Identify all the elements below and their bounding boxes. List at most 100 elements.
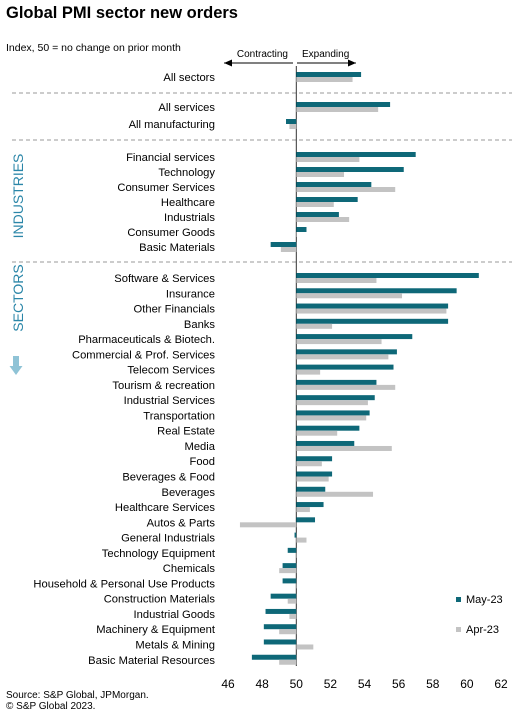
sectors-label: SECTORS: [10, 264, 26, 331]
bar-may: [294, 532, 297, 538]
bar-apr: [296, 293, 403, 299]
category-label: Commercial & Prof. Services: [72, 349, 215, 361]
bar-may: [296, 471, 333, 477]
bar-row: [294, 532, 307, 543]
x-tick-label: 54: [358, 677, 372, 691]
chart-title: Global PMI sector new orders: [6, 4, 238, 22]
bar-apr: [296, 369, 321, 375]
bar-row: [296, 288, 457, 299]
bar-row: [296, 167, 404, 177]
x-tick-label: 60: [460, 677, 474, 691]
category-label: Banks: [184, 319, 215, 331]
bar-row: [296, 410, 370, 421]
bar-apr: [296, 278, 377, 283]
bar-may: [296, 318, 449, 324]
bar-may: [282, 563, 297, 569]
bar-apr: [239, 522, 297, 528]
bar-may: [296, 334, 413, 340]
bar-row: [296, 182, 396, 192]
x-tick-label: 58: [426, 677, 440, 691]
category-label: Real Estate: [157, 426, 215, 438]
bar-may: [296, 379, 377, 385]
x-tick-label: 48: [255, 677, 269, 691]
bar-apr: [296, 384, 396, 390]
bar-may: [296, 212, 339, 217]
bar-row: [239, 517, 316, 528]
bar-may: [296, 502, 324, 508]
bar-may: [263, 639, 297, 645]
group-labels: INDUSTRIES SECTORS: [9, 154, 26, 375]
bar-row: [296, 227, 307, 237]
bar-apr: [296, 107, 379, 112]
bar-may: [296, 440, 355, 446]
bar-apr: [296, 461, 322, 467]
category-label: Healthcare: [161, 197, 215, 209]
bar-row: [296, 212, 350, 222]
bar-apr: [296, 308, 447, 314]
bar-may: [296, 102, 391, 107]
bar-apr: [279, 659, 297, 665]
category-label: Food: [190, 456, 216, 468]
bar-apr: [289, 124, 297, 129]
bar-row: [296, 72, 362, 82]
category-label: Autos & Parts: [147, 517, 216, 529]
bar-apr: [279, 568, 297, 574]
bar-row: [296, 471, 333, 482]
x-tick-label: 52: [324, 677, 338, 691]
bar-apr: [296, 202, 334, 207]
category-label: Consumer Goods: [127, 227, 215, 239]
bar-row: [286, 119, 297, 129]
x-tick-labels: 46 48 50 52 54 56 58 60 62: [221, 677, 508, 691]
category-label: Chemicals: [163, 563, 216, 575]
bar-apr: [296, 172, 345, 177]
source-note: Source: S&P Global, JPMorgan.: [6, 690, 149, 701]
bar-may: [251, 654, 297, 660]
category-label: Transportation: [143, 410, 215, 422]
bar-group: [239, 72, 479, 665]
bar-row: [296, 349, 397, 360]
category-label: Technology: [158, 167, 215, 179]
bar-may: [296, 456, 333, 462]
category-label: General Industrials: [121, 533, 215, 545]
category-label: Construction Materials: [104, 594, 216, 606]
bar-apr: [287, 598, 297, 604]
legend-swatch-apr: [456, 627, 461, 632]
category-label: Insurance: [166, 288, 215, 300]
bar-may: [296, 349, 397, 355]
direction-indicator: Contracting Expanding: [224, 49, 356, 67]
contracting-label: Contracting: [237, 49, 288, 60]
industries-label: INDUSTRIES: [10, 154, 26, 239]
bar-apr: [296, 77, 353, 82]
legend: May-23 Apr-23: [456, 594, 503, 636]
bar-may: [296, 364, 394, 370]
bar-apr: [296, 445, 392, 451]
bar-apr: [296, 552, 297, 558]
bar-may: [286, 119, 297, 124]
category-label: All manufacturing: [129, 119, 215, 131]
expanding-arrow-head: [348, 59, 356, 67]
bar-may: [263, 624, 297, 630]
bar-row: [263, 639, 314, 650]
x-tick-label: 46: [221, 677, 235, 691]
contracting-arrow-head: [224, 59, 232, 67]
bar-row: [263, 624, 297, 635]
category-label: Software & Services: [114, 273, 215, 285]
category-label: Household & Personal Use Products: [33, 578, 215, 590]
bar-may: [296, 182, 372, 187]
bar-row: [265, 608, 297, 619]
category-label: Beverages: [162, 487, 216, 499]
bar-apr: [279, 629, 297, 635]
category-labels: All sectors All services All manufacturing…: [33, 72, 215, 667]
copyright-note: © S&P Global 2023.: [6, 701, 96, 712]
category-label: Basic Material Resources: [88, 655, 215, 667]
category-label: Other Financials: [134, 304, 216, 316]
bar-apr: [296, 187, 396, 192]
bar-row: [296, 364, 394, 375]
bar-row: [270, 593, 297, 604]
bar-row: [296, 197, 358, 207]
x-tick-label: 56: [392, 677, 406, 691]
bar-apr: [296, 400, 368, 406]
legend-label-apr: Apr-23: [466, 624, 499, 636]
bar-row: [296, 425, 360, 436]
